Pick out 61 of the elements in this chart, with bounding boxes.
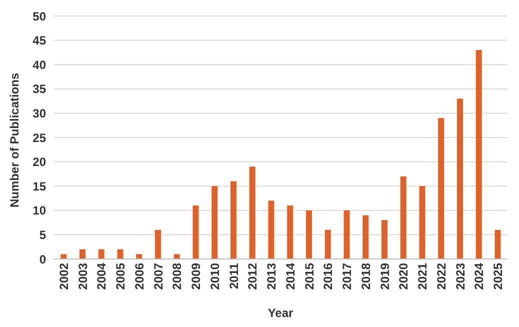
bar: [117, 249, 124, 259]
bar: [324, 230, 331, 259]
x-tick-label: 2003: [76, 262, 90, 290]
bar: [456, 98, 463, 259]
x-tick-label: 2007: [151, 262, 166, 290]
x-tick-label: 2014: [283, 262, 298, 290]
bar: [494, 230, 501, 259]
bar: [306, 210, 312, 259]
x-tick-label: 2018: [358, 262, 373, 290]
bar: [287, 206, 294, 259]
bar: [438, 118, 444, 259]
x-tick-label: 2011: [226, 262, 241, 290]
bar: [212, 186, 218, 259]
bar: [419, 186, 426, 259]
bar: [60, 254, 67, 259]
x-tick-label: 2024: [472, 262, 486, 290]
x-tick-label: 2009: [189, 262, 204, 290]
bar: [174, 254, 180, 259]
y-tick-label: 30: [32, 106, 46, 120]
bar: [79, 249, 86, 259]
y-tick-label: 50: [32, 9, 46, 24]
y-tick-label: 5: [39, 228, 46, 242]
y-tick-label: 40: [32, 58, 46, 72]
y-tick-label: 0: [39, 252, 46, 266]
y-tick-label: 45: [32, 34, 46, 48]
bar: [476, 50, 482, 259]
bar: [154, 230, 161, 259]
x-tick-label: 2021: [416, 262, 430, 290]
bar: [98, 249, 104, 259]
x-tick-label: 2022: [434, 262, 448, 290]
bar: [381, 220, 388, 259]
x-tick-label: 2015: [302, 262, 316, 290]
x-tick-label: 2005: [114, 262, 128, 290]
x-tick-label: 2008: [170, 262, 184, 290]
y-tick-label: 10: [32, 204, 46, 218]
bar: [400, 176, 406, 259]
x-tick-label: 2012: [246, 262, 260, 290]
bar: [249, 166, 256, 259]
y-tick-label: 25: [32, 130, 46, 145]
bar: [230, 181, 236, 259]
x-tick-label: 2017: [340, 262, 354, 290]
bar: [192, 206, 199, 259]
y-axis-title: Number of Publications: [7, 72, 22, 208]
y-tick-label: 15: [32, 179, 46, 194]
bar: [268, 200, 274, 259]
y-tick-label: 20: [32, 155, 46, 170]
x-tick-label: 2019: [378, 262, 392, 290]
y-tick-label: 35: [32, 82, 46, 96]
x-axis-title: Year: [268, 306, 294, 320]
x-tick-label: 2016: [321, 262, 336, 290]
x-tick-label: 2020: [396, 262, 411, 290]
x-tick-label: 2010: [208, 262, 222, 290]
x-tick-label: 2023: [453, 262, 468, 290]
x-tick-label: 2004: [94, 262, 109, 290]
x-tick-label: 2006: [132, 262, 146, 290]
x-tick-label: 2002: [56, 262, 71, 290]
x-tick-label: 2025: [491, 262, 506, 290]
bar: [136, 254, 142, 259]
bar: [344, 210, 350, 259]
bar: [362, 215, 369, 259]
x-tick-label: 2013: [264, 262, 279, 290]
